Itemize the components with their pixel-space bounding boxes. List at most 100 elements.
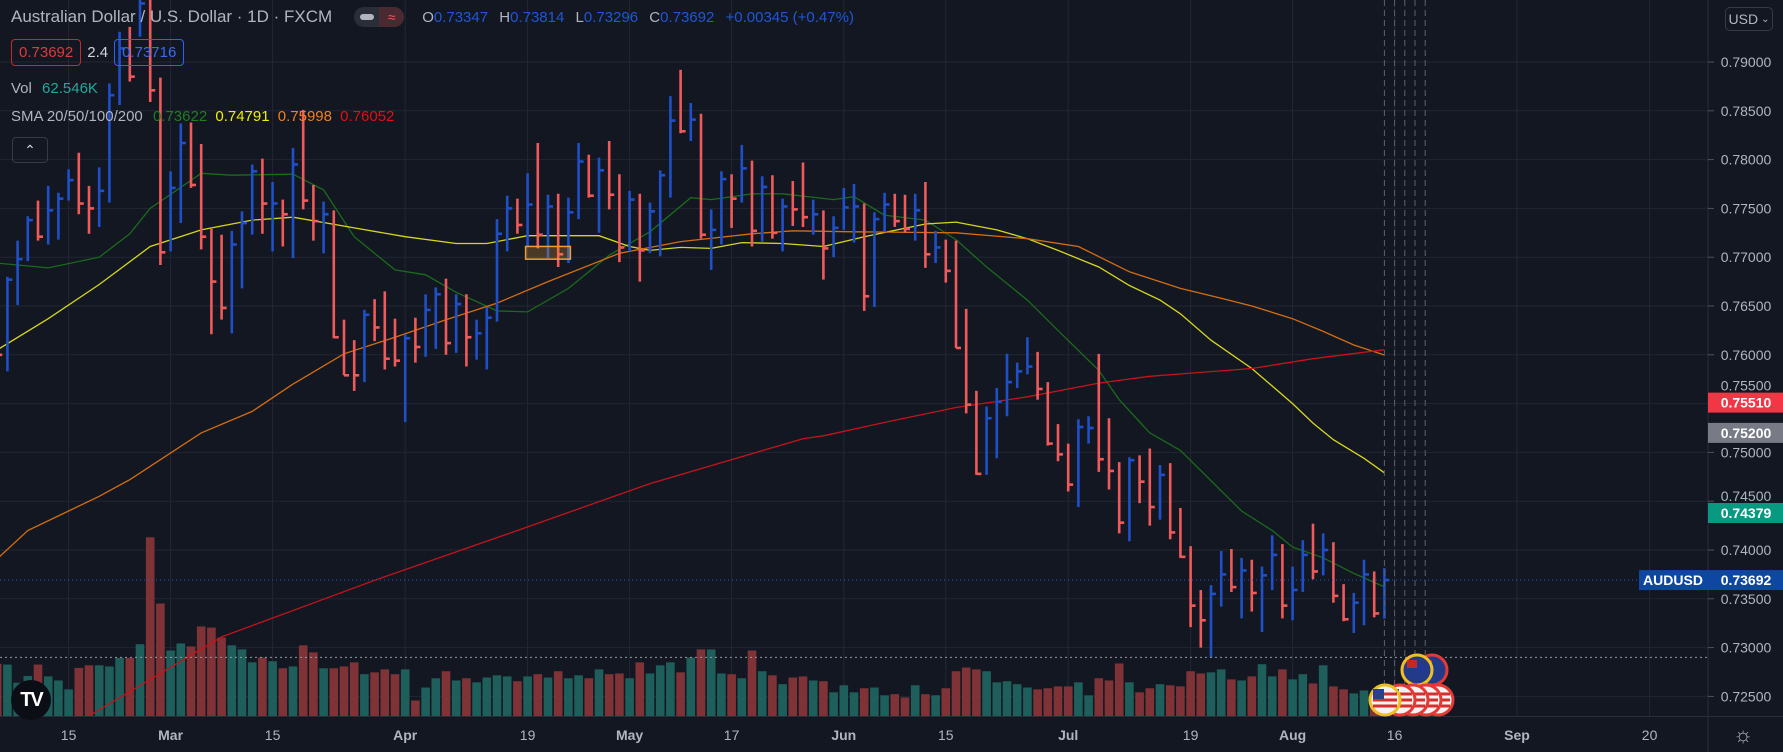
price-bar <box>730 174 737 228</box>
volume-bar <box>594 669 604 716</box>
volume-bar <box>268 661 277 716</box>
symbol-title[interactable]: Australian Dollar / U.S. Dollar · 1D · F… <box>11 7 333 26</box>
price-tick-label: 0.74000 <box>1721 542 1772 558</box>
price-bar <box>1291 566 1298 621</box>
price-bar <box>261 158 268 234</box>
price-bar <box>475 319 482 360</box>
volume-bar <box>972 669 981 716</box>
currency-dropdown[interactable]: USD ⌄ <box>1725 7 1773 31</box>
volume-bar <box>849 692 859 716</box>
us-flag-icon[interactable] <box>1368 683 1402 717</box>
price-bar <box>383 291 390 370</box>
price-bar <box>964 308 972 414</box>
gear-icon[interactable]: ☼ <box>1733 722 1754 747</box>
last-price-tag <box>1639 570 1783 591</box>
price-bar <box>1219 550 1227 607</box>
open-value: 0.73347 <box>433 8 489 26</box>
visibility-toggle[interactable]: ≈ <box>354 7 405 27</box>
price-bar <box>1342 584 1349 622</box>
price-bar <box>199 143 207 250</box>
volume-bar <box>247 662 257 716</box>
ohlc-values: O0.73347 H0.73814 L0.73296 C0.73692 +0.0… <box>422 9 861 26</box>
price-bar <box>1077 419 1084 508</box>
volume-legend[interactable]: Vol 62.546K <box>11 80 98 97</box>
time-axis[interactable]: 15 Mar 15 Apr 19 May 17 Jun 15 Jul 19 Aug 16 Sep 20 <box>61 727 1658 743</box>
volume-bar <box>921 694 930 716</box>
price-bar <box>301 109 309 210</box>
price-bar <box>240 211 247 289</box>
volume-bar <box>370 672 379 716</box>
volume-bar <box>778 684 787 716</box>
volume-bar <box>339 666 349 716</box>
time-tick-label: 15 <box>938 727 954 743</box>
volume-bar <box>1216 669 1226 716</box>
australia-flag-icon[interactable] <box>1400 653 1434 687</box>
volume-bar <box>1278 669 1287 716</box>
volume-bar <box>737 678 747 716</box>
volume-bar <box>74 667 84 716</box>
price-bar <box>393 318 400 367</box>
price-bar <box>444 278 451 355</box>
close-label: C <box>649 8 661 26</box>
volume-bar <box>186 646 196 716</box>
price-bar <box>1015 362 1023 388</box>
volume-bar <box>829 692 838 716</box>
volume-bar <box>1135 692 1144 716</box>
sell-button[interactable]: 0.73692 <box>11 39 82 66</box>
price-bar <box>87 185 94 234</box>
price-bar <box>1383 568 1390 619</box>
price-axis[interactable]: 0.79000 0.78500 0.78000 0.77500 0.77000 0.765… <box>1708 54 1772 704</box>
volume-bar <box>931 695 940 716</box>
volume-bar <box>1002 681 1012 716</box>
price-bar <box>291 147 298 259</box>
time-tick-label: 19 <box>1183 727 1199 743</box>
price-bars <box>0 0 1390 658</box>
time-tick-label: 15 <box>61 727 77 743</box>
price-bar <box>740 144 747 203</box>
price-bar <box>618 174 625 263</box>
price-bar <box>536 143 543 249</box>
time-tick-label: Sep <box>1504 727 1530 743</box>
volume-bar <box>1094 678 1104 716</box>
price-bar <box>46 185 54 245</box>
price-bar <box>0 353 3 357</box>
sma-100-line <box>0 230 1385 558</box>
price-bar <box>1066 443 1074 492</box>
change-value: +0.00345 (+0.47%) <box>725 8 854 26</box>
last-price-tag-label: 0.73692 <box>1721 572 1772 588</box>
tradingview-logo[interactable]: TV <box>11 680 51 720</box>
collapse-legend-button[interactable]: ⌃ <box>12 137 48 163</box>
price-bar <box>128 26 135 82</box>
price-bar <box>699 113 706 239</box>
price-bar <box>281 199 288 247</box>
price-bar <box>1138 455 1145 504</box>
sma100-value: 0.75998 <box>277 108 332 125</box>
flag-stripe <box>1373 704 1397 708</box>
price-bar <box>1128 457 1135 542</box>
price-bar <box>138 0 145 37</box>
event-markers[interactable] <box>1368 653 1455 717</box>
price-tick-label: 0.73500 <box>1721 591 1772 607</box>
volume-bar <box>1033 689 1042 716</box>
volume-bar <box>1125 682 1134 716</box>
volume-bar <box>1155 684 1165 716</box>
volume-bar <box>880 695 889 716</box>
sma-legend[interactable]: SMA 20/50/100/200 0.73622 0.74791 0.7599… <box>11 108 394 125</box>
volume-bar <box>747 650 757 716</box>
price-bar <box>57 192 64 240</box>
volume-bar <box>135 644 145 716</box>
price-tick-label: 0.77500 <box>1721 200 1772 216</box>
open-label: O <box>422 8 434 26</box>
sma50-value: 0.74791 <box>215 108 270 125</box>
buy-button[interactable]: 0.73716 <box>114 39 185 66</box>
volume-bar <box>217 637 226 716</box>
volume-bar <box>533 674 543 716</box>
price-bar <box>954 240 961 350</box>
low-value: 0.73296 <box>583 8 639 26</box>
price-bar <box>526 173 533 247</box>
price-bar <box>607 141 615 210</box>
price-bar <box>801 162 808 227</box>
volume-bar <box>1247 676 1257 716</box>
price-tick-label: 0.74500 <box>1721 488 1772 504</box>
